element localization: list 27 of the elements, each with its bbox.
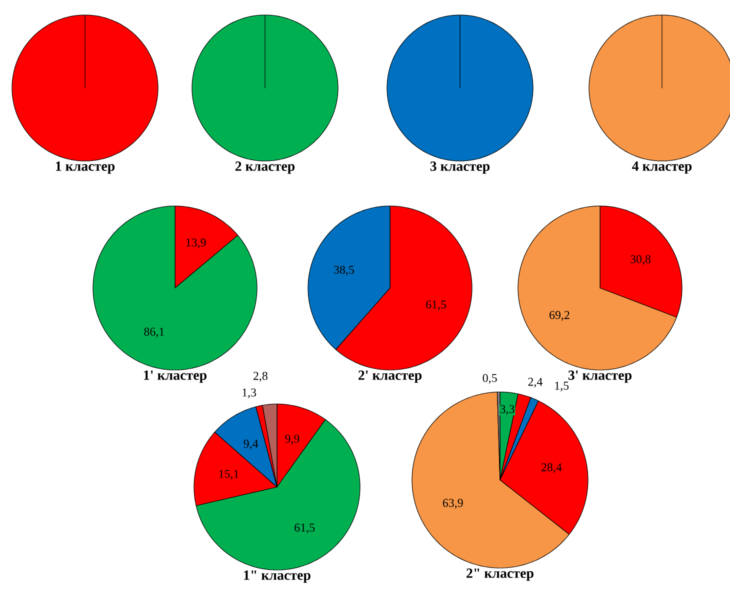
data-label: 9,4 (244, 440, 258, 450)
data-label: 38,5 (334, 266, 354, 276)
data-label: 15,1 (219, 470, 238, 480)
data-label: 0,5 (482, 374, 497, 384)
text: 2 кластер (235, 162, 295, 174)
data-label: 9,9 (285, 434, 300, 444)
text: 3 кластер (430, 162, 490, 174)
data-label: 28,4 (542, 463, 562, 474)
text: 1' кластер (144, 370, 206, 383)
text: 2" кластер (466, 568, 534, 581)
text: 4 кластер (632, 162, 692, 174)
text: 3' кластер (568, 370, 632, 383)
data-label: 1,3 (242, 388, 256, 398)
data-label: 61,5 (294, 524, 315, 534)
data-label: 86,1 (144, 328, 164, 338)
data-label: 69,2 (550, 311, 570, 321)
data-label: 61,5 (426, 300, 446, 310)
data-label: 2,8 (254, 372, 268, 382)
data-label: 13,9 (186, 238, 206, 248)
data-label: 30,8 (630, 255, 651, 265)
data-label: 1,5 (555, 382, 569, 392)
data-label: 2,4 (528, 378, 542, 388)
data-label: 3,3 (500, 405, 514, 415)
text: 1 кластер (56, 162, 115, 174)
text: 1" кластер (244, 570, 310, 583)
data-label: 63,9 (442, 498, 463, 509)
text: 2' кластер (358, 370, 422, 383)
